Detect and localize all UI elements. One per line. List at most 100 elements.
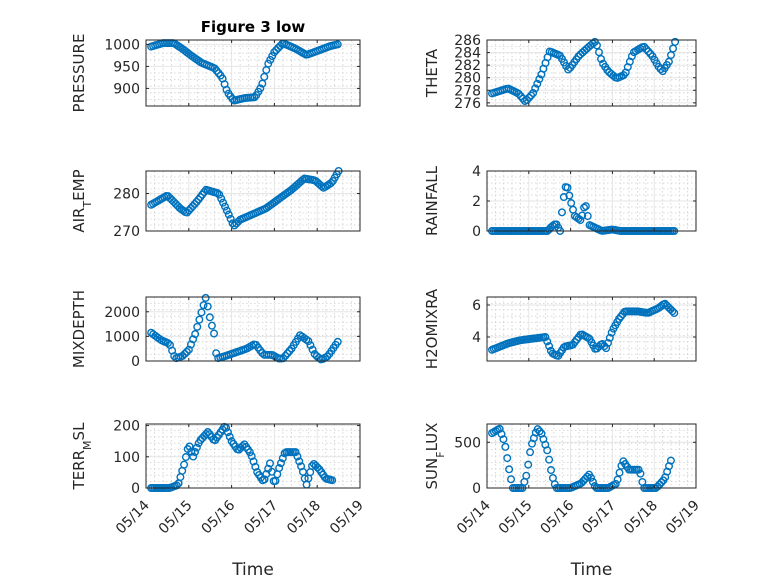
data-point <box>547 466 556 475</box>
x-tick-label: 05/14 <box>113 497 153 537</box>
data-point <box>266 55 275 64</box>
subplot-mixdepth: 2000 1000 0 MIXDEPTH <box>70 290 361 370</box>
data-point <box>180 349 189 358</box>
data-point <box>668 307 677 316</box>
y-axis-label: TERRMSL <box>70 422 94 491</box>
x-tick-label: 05/17 <box>579 498 619 538</box>
y-tick-label: 0 <box>131 481 140 497</box>
data-point <box>276 459 285 468</box>
data-point <box>607 328 616 337</box>
data-point <box>657 478 666 487</box>
data-point <box>580 203 589 212</box>
axes-box <box>145 39 361 107</box>
data-point <box>526 448 535 457</box>
data-point <box>581 202 590 211</box>
y-tick-label: 270 <box>113 224 140 240</box>
data-point <box>275 464 284 473</box>
subplot-terr-msl: 200 100 005/14 05/15 05/16 05/17 05/18 05/19 TER… <box>70 419 367 580</box>
data-point <box>260 72 269 81</box>
x-tick-label: 05/17 <box>241 498 281 538</box>
data-point <box>605 333 614 342</box>
data-point <box>249 457 258 466</box>
data-point <box>163 339 172 348</box>
data-point <box>272 46 281 55</box>
data-point <box>250 93 259 102</box>
data-point <box>245 448 254 457</box>
y-axis-label: SUNFLUX <box>423 423 447 490</box>
data-point <box>264 59 273 68</box>
y-axis-label: PRESSURE <box>70 34 88 113</box>
data-point <box>217 194 226 203</box>
data-point <box>559 193 568 202</box>
data-point <box>524 460 533 469</box>
data-point <box>565 191 574 200</box>
data-point <box>644 47 653 56</box>
data-point <box>503 454 512 463</box>
data-point <box>603 65 612 74</box>
y-axis-label: THETA <box>423 48 441 98</box>
x-tick-label: 05/15 <box>156 498 196 538</box>
y-tick-label: 278 <box>454 83 481 99</box>
data-point <box>656 65 665 74</box>
data-point <box>627 52 636 61</box>
x-tick-label: 05/19 <box>663 498 703 538</box>
data-point <box>280 449 289 458</box>
data-point <box>642 45 651 54</box>
data-point <box>293 452 302 461</box>
data-point <box>179 206 188 215</box>
data-point <box>543 337 552 346</box>
y-tick-label: 2 <box>472 194 481 210</box>
y-tick-label: 282 <box>454 58 481 74</box>
axes-box <box>486 423 697 489</box>
data-point <box>495 424 504 433</box>
data-point <box>308 461 317 470</box>
x-axis-label: Time <box>570 560 613 580</box>
axes-box <box>145 170 361 232</box>
axes-box <box>486 39 697 107</box>
data-point <box>514 89 523 98</box>
data-point <box>640 42 649 51</box>
x-axis-label: Time <box>231 560 274 580</box>
data-point <box>203 302 212 311</box>
data-point <box>180 460 189 469</box>
data-point <box>256 84 265 93</box>
data-point <box>563 183 572 192</box>
data-point <box>578 211 587 220</box>
y-tick-label: 4 <box>472 330 481 346</box>
data-point <box>543 446 552 455</box>
subplot-pressure: 1000 950 900 PRESSURE Figure 3 low <box>70 18 361 113</box>
data-point <box>213 189 222 198</box>
data-point <box>224 210 233 219</box>
data-point <box>597 55 606 64</box>
data-point <box>525 93 534 102</box>
y-tick-label: 950 <box>113 59 140 75</box>
x-tick-label: 05/18 <box>621 498 661 538</box>
data-point <box>192 443 201 452</box>
data-point <box>333 337 342 346</box>
data-point <box>617 461 626 470</box>
y-axis-label: AIRTEMP <box>70 169 94 232</box>
y-tick-label: 4 <box>472 164 481 180</box>
y-tick-label: 276 <box>454 96 481 112</box>
subplot-h2omixra: 6 4 H2OMIXRA <box>423 288 697 369</box>
data-point <box>603 338 612 347</box>
data-point <box>531 84 540 93</box>
y-tick-label: 0 <box>472 224 481 240</box>
data-point <box>615 468 624 477</box>
y-tick-label: 900 <box>113 81 140 97</box>
data-point <box>576 216 585 225</box>
subplot-air-temp: 280 270 AIRTEMP <box>70 166 361 240</box>
data-point <box>268 52 277 61</box>
data-point <box>182 347 191 356</box>
data-point <box>671 37 680 46</box>
data-point <box>583 212 592 221</box>
data-point <box>291 448 300 457</box>
data-point <box>516 92 525 101</box>
data-point <box>295 457 304 466</box>
data-point <box>247 452 256 461</box>
data-point <box>181 453 190 462</box>
data-point <box>613 475 622 484</box>
data-point <box>279 354 288 363</box>
data-point <box>270 48 279 57</box>
subplot-sun-flux: 500 005/14 05/15 05/16 05/17 05/18 05/19 SUNFLU… <box>423 423 703 580</box>
